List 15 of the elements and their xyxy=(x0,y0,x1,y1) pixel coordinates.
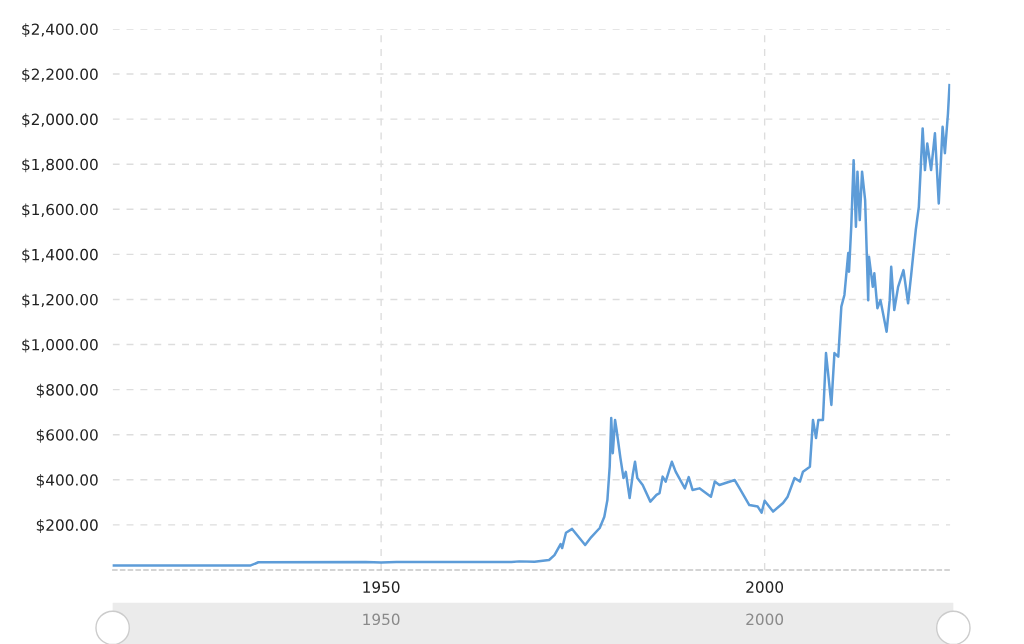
y-tick-label: $1,400.00 xyxy=(22,248,98,263)
y-tick-label: $1,600.00 xyxy=(22,203,98,218)
y-tick-label: $400.00 xyxy=(36,473,98,488)
y-tick-label: $2,400.00 xyxy=(22,23,98,38)
y-tick-label: $2,200.00 xyxy=(22,68,98,83)
y-tick-label: $800.00 xyxy=(36,383,98,398)
line-series xyxy=(112,83,951,567)
y-tick-label: $2,000.00 xyxy=(22,113,98,128)
y-tick-label: $600.00 xyxy=(36,428,98,443)
y-tick-label: $200.00 xyxy=(36,519,98,533)
x2-tick-label: 1950 xyxy=(363,613,400,626)
y-tick-label: $1,200.00 xyxy=(22,293,98,308)
y-tick-label: $1,800.00 xyxy=(22,158,98,173)
x2-tick-label: 2000 xyxy=(746,613,784,626)
y-tick-label: $1,000.00 xyxy=(22,338,98,353)
